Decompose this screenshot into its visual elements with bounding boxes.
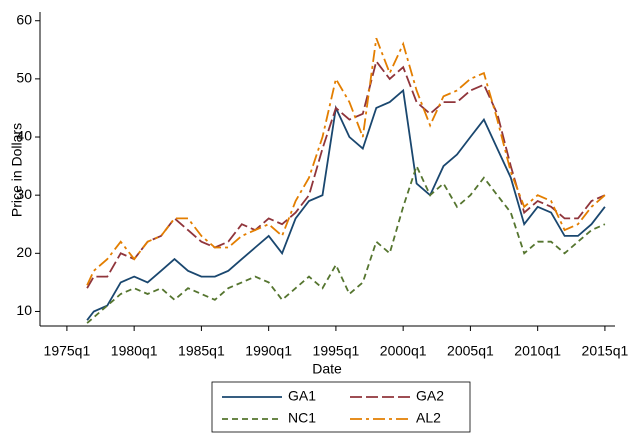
x-axis-label: Date [312,361,342,377]
y-tick-label: 20 [16,244,32,260]
y-tick-label: 50 [16,70,32,86]
series-line [86,88,606,321]
x-tick-label: 2000q1 [380,343,427,359]
x-tick-label: 1990q1 [245,343,292,359]
x-tick-label: 1985q1 [178,343,225,359]
x-tick-label: 1995q1 [313,343,360,359]
y-tick-label: 10 [16,302,32,318]
y-tick-label: 40 [16,128,32,144]
y-tick-label: 30 [16,186,32,202]
y-tick-label: 60 [16,11,32,27]
x-tick-label: 1975q1 [44,343,91,359]
legend-box [211,381,471,433]
x-tick-label: 2015q1 [582,343,629,359]
legend-label: AL2 [416,410,441,426]
x-tick-label: 2005q1 [447,343,494,359]
series-line [86,163,606,324]
series-line [86,37,606,286]
legend-label: GA2 [416,388,444,404]
legend-label: GA1 [288,388,316,404]
y-axis-label: Price in Dollars [9,123,25,217]
x-tick-label: 2010q1 [514,343,561,359]
legend-label: NC1 [288,410,316,426]
x-tick-label: 1980q1 [111,343,158,359]
